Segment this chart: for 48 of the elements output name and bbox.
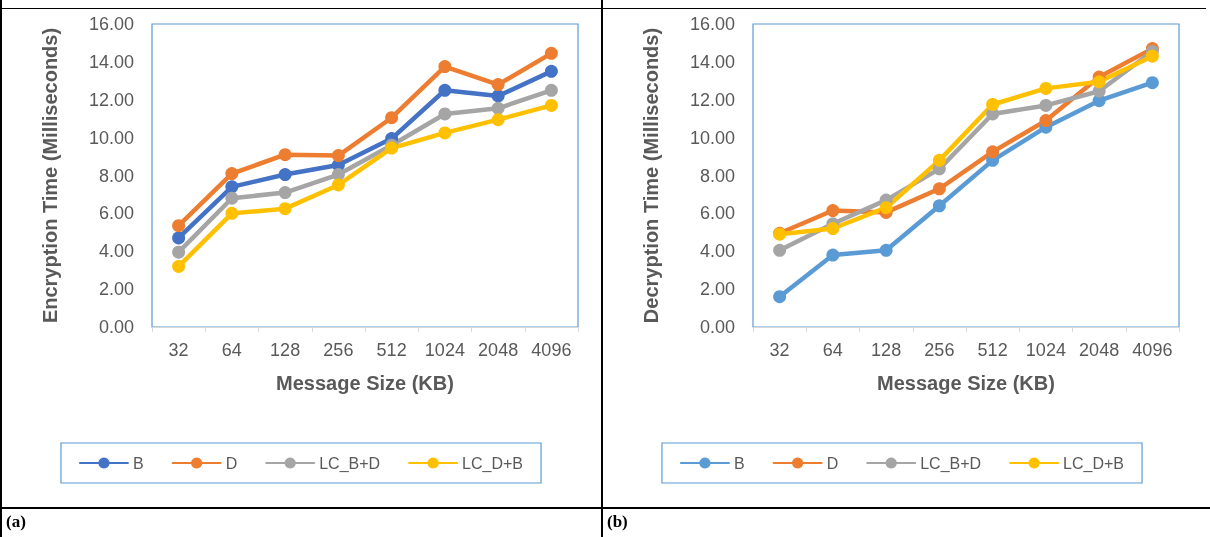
legend-label: B — [132, 454, 144, 472]
legend-label: D — [225, 454, 238, 472]
legend-label: LC_D+B — [462, 454, 524, 473]
x-tick-label: 2048 — [478, 340, 519, 360]
y-tick-label: 6.00 — [98, 203, 134, 224]
y-tick-label: 8.00 — [699, 165, 735, 186]
x-tick-label: 512 — [977, 340, 1008, 360]
x-axis-title: Message Size (KB) — [877, 372, 1055, 394]
y-tick-label: 0.00 — [98, 317, 134, 337]
x-tick-label: 128 — [270, 340, 301, 360]
x-tick-label: 256 — [924, 340, 955, 360]
y-tick-label: 14.00 — [88, 51, 134, 72]
y-tick-label: 0.00 — [699, 317, 735, 337]
x-tick-label: 4096 — [1132, 340, 1173, 360]
y-axis-title: Decryption Time (Milliseconds) — [640, 27, 662, 324]
y-tick-label: 4.00 — [699, 241, 735, 262]
x-tick-label: 1024 — [1025, 340, 1066, 360]
y-tick-label: 14.00 — [689, 51, 735, 72]
y-tick-label: 10.00 — [88, 127, 134, 148]
y-tick-label: 16.00 — [88, 14, 134, 34]
y-tick-label: 2.00 — [98, 279, 134, 300]
y-axis-title: Encryption Time (Milliseconds) — [39, 27, 61, 324]
x-tick-label: 2048 — [1079, 340, 1120, 360]
legend-label: LC_B+D — [920, 454, 982, 473]
y-tick-label: 16.00 — [689, 14, 735, 34]
x-tick-label: 256 — [323, 340, 354, 360]
y-tick-label: 12.00 — [689, 89, 735, 110]
x-tick-label: 32 — [769, 340, 790, 360]
text: (b) — [607, 512, 628, 531]
legend-label: LC_B+D — [319, 454, 381, 473]
x-tick-label: 4096 — [531, 340, 572, 360]
y-tick-label: 2.00 — [699, 279, 735, 300]
y-tick-label: 12.00 — [88, 89, 134, 110]
x-tick-label: 1024 — [424, 340, 465, 360]
x-tick-label: 64 — [822, 340, 843, 360]
y-tick-label: 10.00 — [689, 127, 735, 148]
x-tick-label: 128 — [871, 340, 902, 360]
y-tick-label: 6.00 — [699, 203, 735, 224]
legend-label: B — [733, 454, 745, 472]
y-tick-label: 8.00 — [98, 165, 134, 186]
x-axis-title: Message Size (KB) — [276, 372, 454, 394]
x-tick-label: 32 — [168, 340, 189, 360]
text: (a) — [6, 512, 26, 531]
legend-label: LC_D+B — [1063, 454, 1125, 473]
x-tick-label: 64 — [221, 340, 242, 360]
x-tick-label: 512 — [376, 340, 407, 360]
legend-label: D — [826, 454, 839, 472]
y-tick-label: 4.00 — [98, 241, 134, 262]
